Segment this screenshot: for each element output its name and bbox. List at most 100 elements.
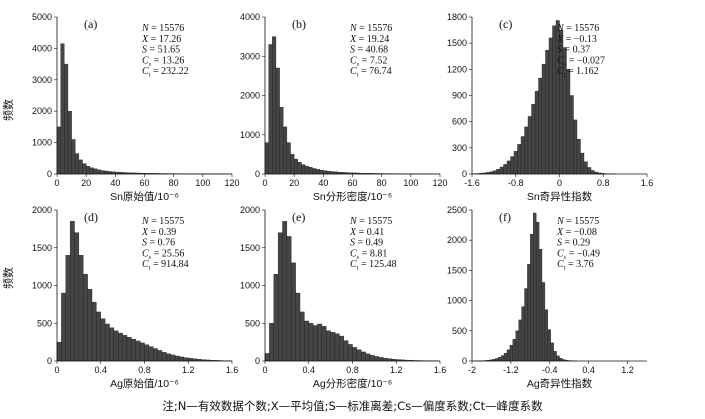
y-tick-label: 3000: [240, 51, 260, 61]
histogram-bar: [334, 333, 340, 362]
x-tick-label: 120: [224, 178, 239, 188]
histogram-bar: [365, 353, 371, 362]
histogram-bar: [275, 67, 280, 175]
stat-line: N = 15575: [141, 216, 184, 227]
x-tick-label: 0: [557, 178, 562, 188]
y-tick-label: 0: [255, 169, 260, 179]
histogram-bar: [71, 139, 76, 175]
stat-line: N = 15576: [349, 23, 392, 34]
x-tick-label: 0: [262, 178, 267, 188]
x-tick-label: 0: [54, 365, 59, 375]
x-tick-label: 100: [403, 178, 418, 188]
histogram-bar: [60, 43, 65, 175]
histogram-bar: [109, 327, 115, 362]
histogram-bar: [326, 170, 331, 175]
x-tick-label: 1.2: [182, 365, 195, 375]
histogram-bar: [530, 233, 534, 362]
histogram-bar: [569, 95, 574, 175]
stat-line: N = 15576: [556, 23, 599, 34]
x-tick-label: 60: [139, 178, 149, 188]
stat-line: S = 0.37: [557, 45, 590, 56]
x-tick-label: 80: [169, 178, 179, 188]
histogram-bar: [369, 355, 375, 362]
histogram-bar: [279, 107, 284, 175]
histogram-bar: [509, 345, 514, 362]
panel-label: (d): [84, 210, 98, 224]
histogram-panel: 0 500 1000 1500 2000 0 0.4 0.8 1.2 1.6 Ag原始值/10⁻⁶ (…: [32, 205, 238, 390]
x-tick-label: 40: [318, 178, 328, 188]
histogram-bar: [330, 332, 336, 362]
histogram-bar: [269, 323, 274, 362]
y-tick-label: 1000: [240, 130, 260, 140]
histogram-bar: [308, 323, 314, 362]
histogram-bar: [541, 63, 546, 175]
stat-line: Cs = 7.52: [350, 55, 387, 68]
y-tick-label: 500: [452, 326, 467, 336]
stat-line: Ct = 1.162: [557, 66, 599, 79]
y-tick-label: 3000: [32, 75, 52, 85]
histogram-bar: [286, 142, 291, 175]
histogram-bar: [135, 340, 141, 362]
y-tick-label: 300: [452, 143, 467, 153]
y-tick-label: 1000: [32, 138, 52, 148]
y-tick-label: 4000: [32, 43, 52, 53]
histogram-bar: [499, 166, 504, 175]
x-tick-label: 0: [262, 365, 267, 375]
x-tick-label: 20: [81, 178, 91, 188]
x-tick-label: -1.2: [503, 365, 519, 375]
histogram-bar: [104, 323, 110, 362]
stat-line: S = 0.76: [142, 238, 175, 249]
histogram-bar: [304, 320, 309, 362]
stat-line: Ct = 914.84: [142, 259, 189, 272]
y-tick-label: 1500: [240, 243, 260, 253]
histogram-bar: [510, 156, 515, 175]
histogram-bar: [548, 37, 553, 175]
histogram-bar: [56, 126, 61, 175]
histogram-bar: [580, 152, 585, 175]
stat-line: Ct = 232.22: [142, 66, 189, 79]
histogram-bar: [506, 160, 511, 175]
stat-line: X = −0.08: [556, 227, 597, 238]
histogram-bar: [286, 236, 292, 362]
histogram-bar: [67, 111, 72, 175]
histogram-bar: [69, 221, 75, 362]
histogram-bar: [304, 165, 309, 175]
histogram-bar: [291, 262, 296, 362]
histogram-bar: [290, 154, 295, 175]
x-tick-label: 60: [347, 178, 357, 188]
histogram-bar: [323, 170, 328, 175]
y-tick-label: 2500: [447, 205, 467, 215]
histogram-bar: [545, 49, 550, 175]
x-tick-label: 1.6: [434, 365, 447, 375]
histogram-bar: [520, 136, 525, 175]
histogram-bar: [541, 282, 546, 362]
histogram-bar: [78, 255, 84, 362]
x-tick-label: 80: [377, 178, 387, 188]
y-tick-label: 0: [47, 169, 52, 179]
stat-line: Ct = 76.74: [350, 66, 392, 79]
histogram-bar: [166, 353, 171, 362]
histogram-bar: [282, 221, 288, 362]
x-axis-label: Ag原始值/10⁻⁶: [110, 377, 179, 390]
histogram-bar: [297, 162, 302, 175]
histogram-bar: [100, 170, 105, 175]
histogram-bar: [492, 170, 497, 175]
stat-line: Cs = 13.26: [142, 55, 184, 68]
y-tick-label: 2000: [240, 205, 260, 215]
histogram-bar: [378, 357, 384, 362]
histogram-bar: [321, 326, 327, 362]
x-tick-label: 0.4: [582, 365, 595, 375]
histogram-bar: [352, 347, 358, 362]
histogram-bar: [538, 77, 543, 175]
y-tick-label: 2000: [447, 235, 467, 245]
histogram-bar: [374, 356, 379, 362]
histogram-bar: [553, 351, 557, 362]
y-tick-label: 2000: [32, 106, 52, 116]
x-tick-label: 0.4: [302, 365, 315, 375]
histogram-bar: [78, 159, 83, 175]
x-tick-label: 0.8: [597, 178, 610, 188]
histogram-bar: [122, 335, 128, 362]
histogram-bar: [315, 169, 320, 175]
y-axis-label-top: 频数: [1, 99, 15, 121]
histogram-bar: [524, 126, 529, 175]
